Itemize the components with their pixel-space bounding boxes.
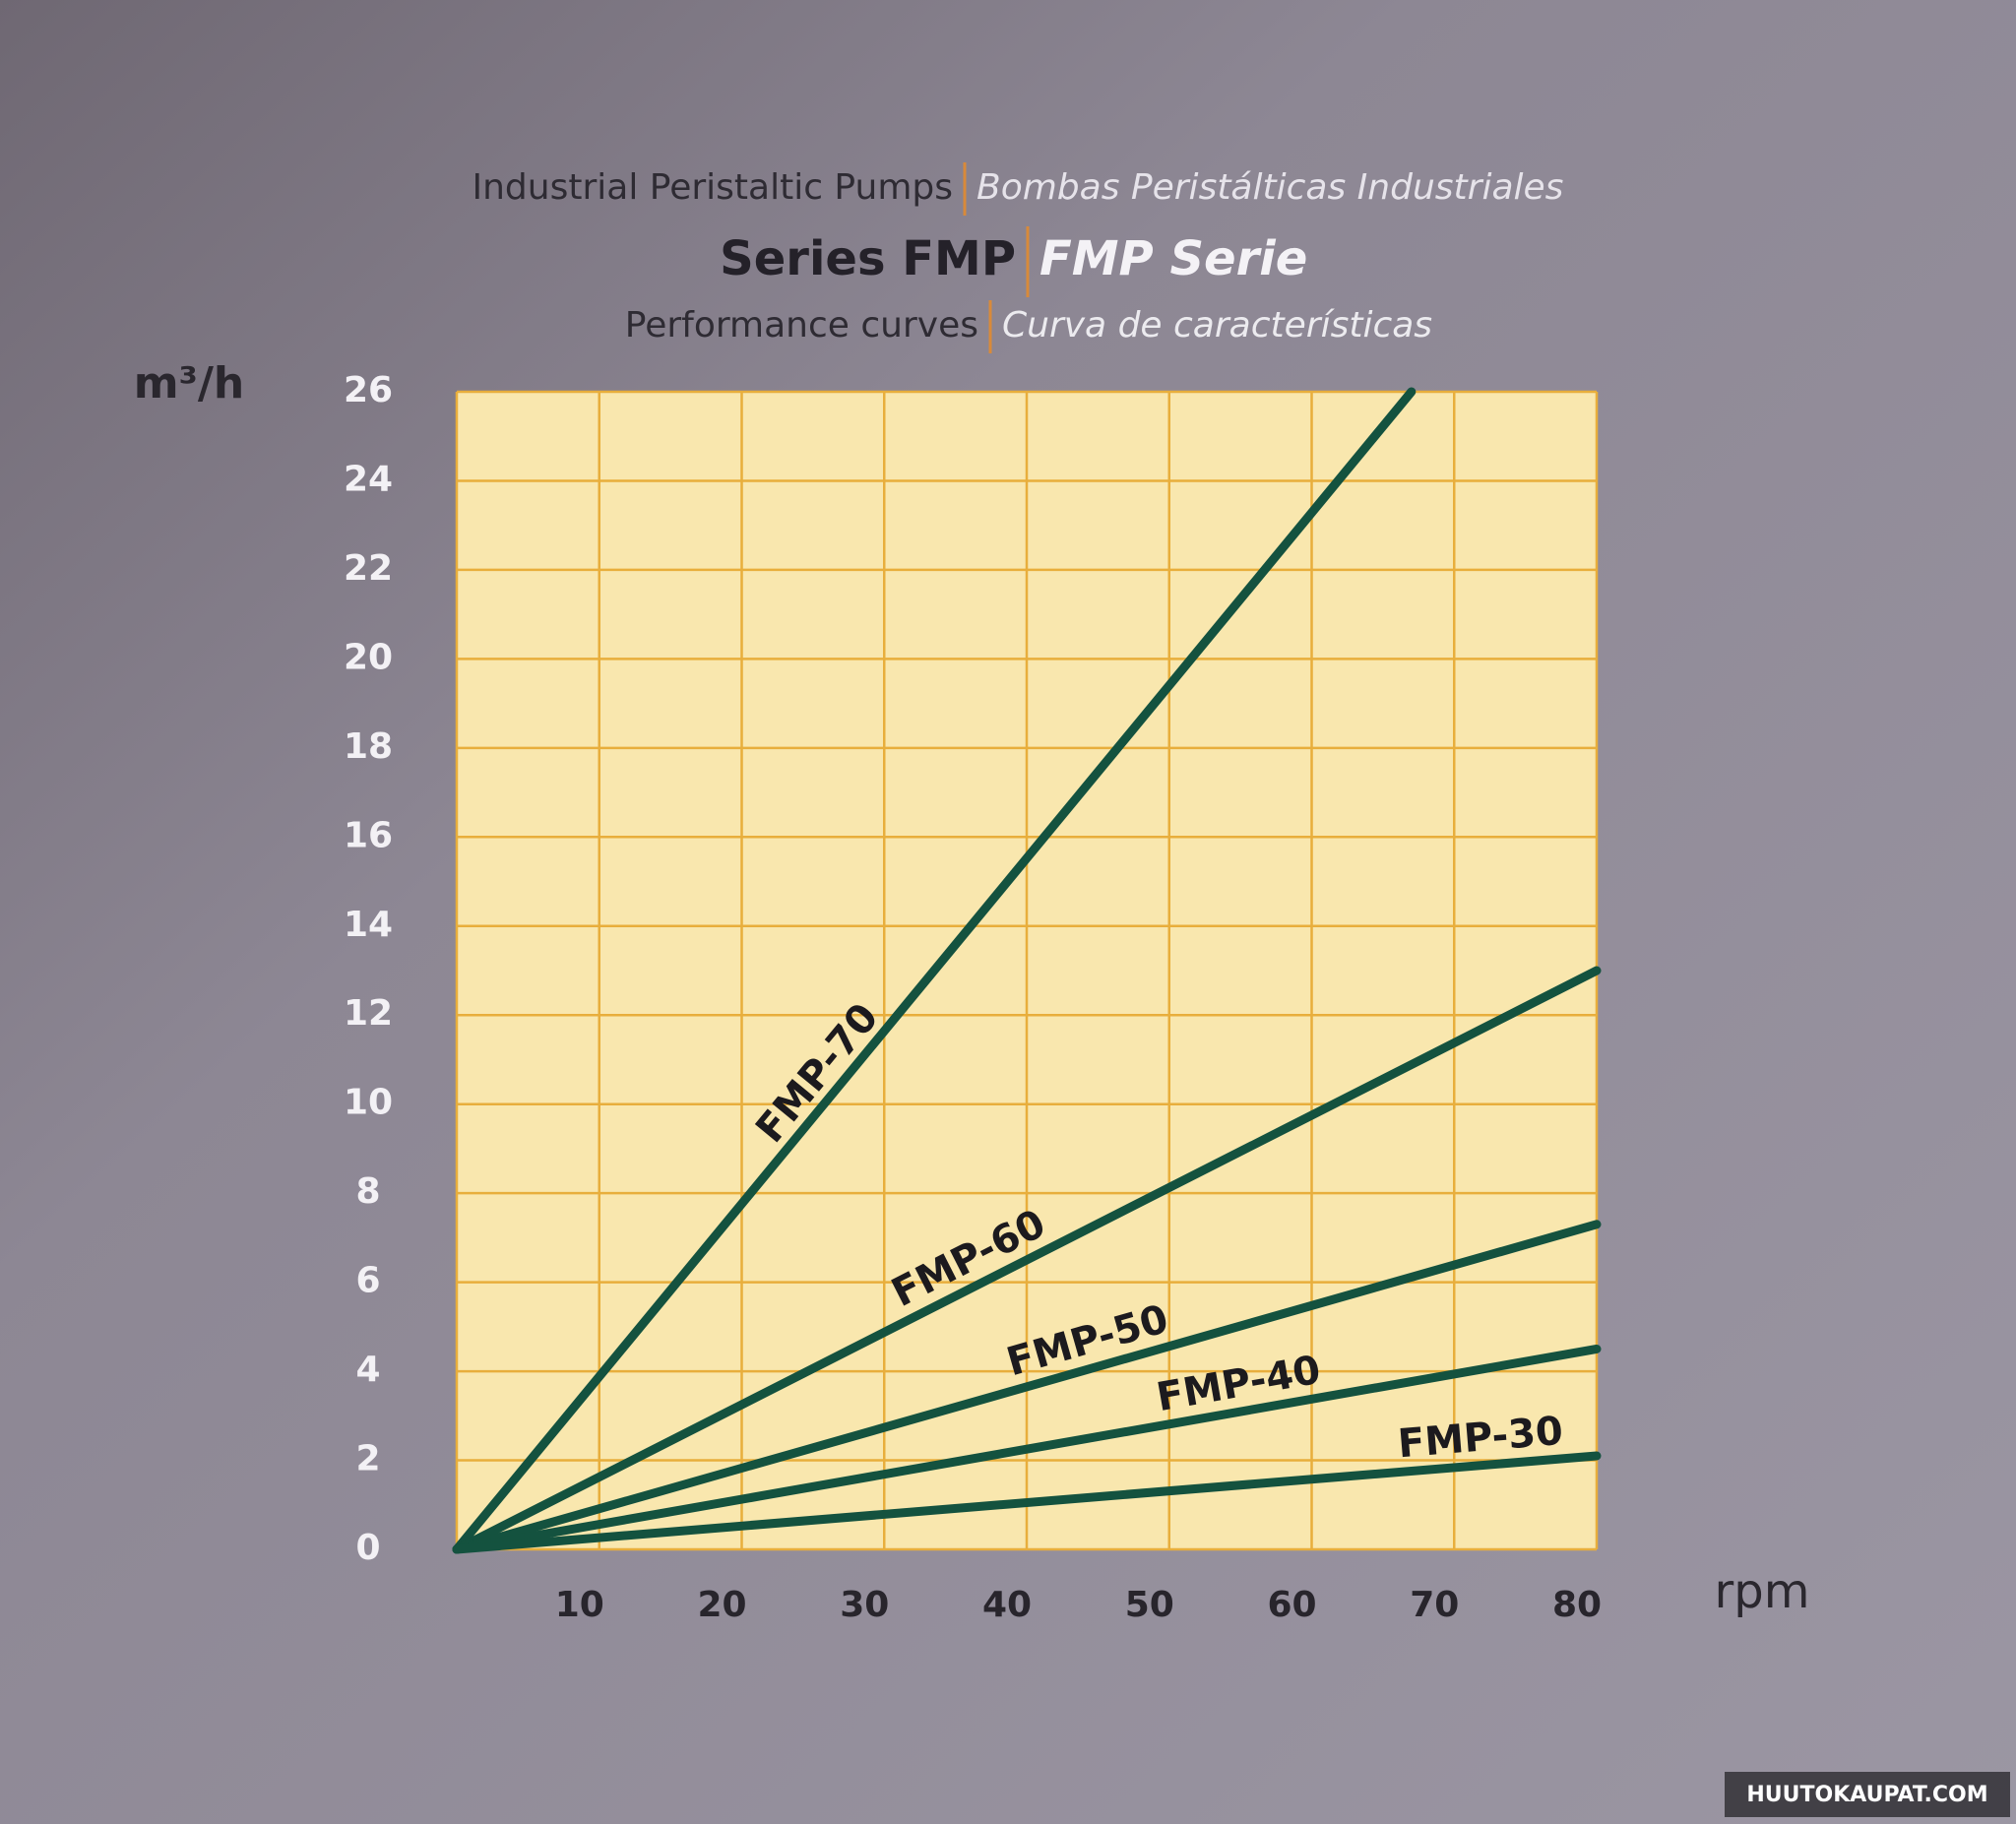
x-tick-label: 60 <box>1267 1585 1316 1625</box>
y-axis-label: m³/h <box>134 358 245 409</box>
x-axis-label: rpm <box>1715 1564 1810 1619</box>
y-tick-label: 20 <box>344 637 393 677</box>
x-tick-label: 40 <box>982 1585 1032 1625</box>
series-line <box>452 1344 1602 1554</box>
supertitle-left: Industrial Peristaltic Pumps <box>472 167 953 208</box>
series-line <box>452 966 1602 1554</box>
y-tick-label: 8 <box>355 1171 380 1212</box>
series-line <box>452 1451 1602 1554</box>
y-tick-label: 16 <box>344 815 393 855</box>
title-right: FMP Serie <box>1040 231 1307 286</box>
x-tick-label: 70 <box>1410 1585 1459 1625</box>
series-line <box>452 387 1417 1554</box>
y-tick-label: 14 <box>344 905 393 945</box>
x-tick-label: 50 <box>1125 1585 1174 1625</box>
y-tick-label: 18 <box>344 726 393 767</box>
supertitle-right: Bombas Peristálticas Industriales <box>976 167 1563 208</box>
x-tick-label: 80 <box>1552 1585 1602 1625</box>
x-tick-label: 20 <box>697 1585 746 1625</box>
y-tick-label: 12 <box>344 993 393 1034</box>
y-tick-label: 22 <box>344 548 393 589</box>
subtitle-left: Performance curves <box>625 305 978 346</box>
x-tick-label: 30 <box>840 1585 889 1625</box>
y-tick-label: 2 <box>355 1439 380 1479</box>
subtitle-right: Curva de características <box>1002 305 1432 346</box>
y-tick-label: 6 <box>355 1261 380 1301</box>
y-tick-label: 26 <box>344 370 393 410</box>
y-tick-label: 10 <box>344 1083 393 1123</box>
y-tick-label: 0 <box>355 1528 380 1568</box>
watermark: HUUTOKAUPAT.COM <box>1746 1783 1987 1807</box>
x-tick-label: 10 <box>555 1585 604 1625</box>
y-tick-label: 24 <box>344 459 393 499</box>
y-tick-label: 4 <box>355 1350 380 1390</box>
title-left: Series FMP <box>720 231 1016 286</box>
series-line <box>452 1220 1602 1554</box>
watermark-box <box>1725 1772 2010 1817</box>
